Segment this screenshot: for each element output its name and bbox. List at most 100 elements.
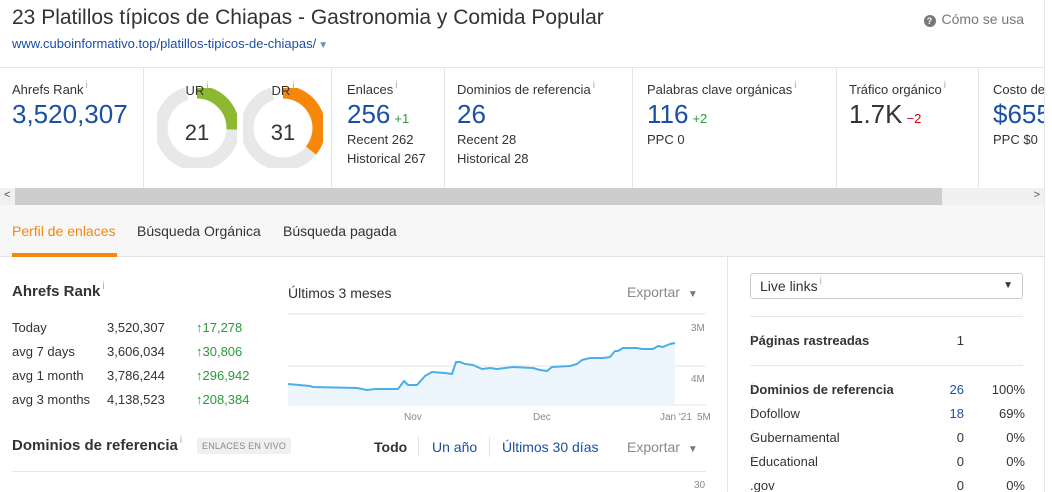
metric-value[interactable]: 116 bbox=[647, 99, 689, 129]
chevron-down-icon: ▼ bbox=[687, 444, 698, 455]
metric-label: Ahrefs Rank bbox=[12, 82, 84, 97]
metric-value: $655 bbox=[993, 99, 1044, 129]
metric-value[interactable]: 256 bbox=[347, 99, 391, 129]
export-label[interactable]: Exportar bbox=[627, 439, 680, 455]
how-to-use-label[interactable]: Cómo se usa bbox=[941, 11, 1024, 27]
tab-busqueda-organica[interactable]: Búsqueda Orgánica bbox=[137, 223, 261, 239]
filter-divider bbox=[418, 437, 419, 457]
export-label[interactable]: Exportar bbox=[627, 284, 680, 300]
info-icon[interactable]: i bbox=[179, 435, 183, 446]
metric-delta: +2 bbox=[692, 111, 708, 126]
x-axis-label: Jan '21 bbox=[660, 412, 692, 423]
stat-row-educational: Educational i 0 0% bbox=[750, 454, 1025, 474]
scrollbar-thumb[interactable] bbox=[15, 188, 942, 205]
info-icon[interactable]: i bbox=[752, 382, 755, 393]
stat-label: Páginas rastreadas bbox=[750, 333, 870, 348]
filter-ultimos-30-dias[interactable]: Últimos 30 días bbox=[502, 439, 599, 455]
info-icon[interactable]: i bbox=[592, 80, 595, 91]
info-icon[interactable]: i bbox=[752, 454, 755, 465]
rank-change: ↑30,806 bbox=[196, 344, 243, 359]
stat-label: Dominios de referencia bbox=[750, 382, 894, 397]
dr-gauge-ring bbox=[243, 88, 323, 168]
stat-count: 0 bbox=[956, 454, 964, 469]
info-icon[interactable]: i bbox=[752, 430, 755, 441]
dr-label: DR bbox=[271, 83, 291, 98]
filter-divider bbox=[489, 437, 490, 457]
stat-row-dofollow: Dofollow i 18 69% bbox=[750, 406, 1025, 426]
tab-busqueda-pagada[interactable]: Búsqueda pagada bbox=[283, 223, 397, 239]
stat-row-dominios: Dominios de referencia i 26 100% bbox=[750, 382, 1025, 402]
section-tabs: Perfil de enlaces Búsqueda Orgánica Búsq… bbox=[0, 205, 1044, 257]
stat-percent: 0% bbox=[1006, 430, 1025, 445]
ahrefs-rank-chart bbox=[287, 313, 706, 406]
metrics-horizontal-scrollbar[interactable]: < > bbox=[0, 188, 1044, 205]
stat-percent: 69% bbox=[998, 406, 1025, 421]
stat-count: 0 bbox=[956, 430, 964, 445]
stat-count[interactable]: 26 bbox=[949, 382, 964, 397]
section-divider bbox=[12, 471, 706, 472]
stat-count: 1 bbox=[956, 333, 964, 348]
info-icon[interactable]: i bbox=[85, 80, 88, 91]
rank-change: ↑296,942 bbox=[196, 368, 250, 383]
metric-label: Tráfico orgánico bbox=[849, 82, 942, 97]
rank-period: avg 3 months bbox=[12, 392, 91, 407]
metric-ppc: PPC $0 bbox=[993, 132, 1038, 147]
rank-period: avg 7 days bbox=[12, 344, 75, 359]
filter-un-ano[interactable]: Un año bbox=[432, 439, 478, 455]
page-right-border bbox=[1044, 0, 1045, 492]
live-links-select[interactable]: Live links i ▼ bbox=[750, 273, 1023, 299]
rank-period: avg 1 month bbox=[12, 368, 84, 383]
stat-percent: 0% bbox=[1006, 478, 1025, 492]
stat-count: 0 bbox=[956, 478, 964, 492]
ur-label: UR bbox=[185, 83, 205, 98]
stat-label: Gubernamental bbox=[750, 430, 840, 445]
url-text[interactable]: www.cuboinformativo.top/platillos-tipico… bbox=[12, 36, 317, 51]
metric-label: Palabras clave orgánicas bbox=[647, 82, 793, 97]
tab-perfil-de-enlaces[interactable]: Perfil de enlaces bbox=[12, 223, 116, 239]
panel-divider bbox=[750, 365, 1023, 366]
rank-value: 3,786,244 bbox=[107, 368, 165, 383]
info-icon[interactable]: i bbox=[752, 333, 755, 344]
info-icon[interactable]: i bbox=[794, 80, 797, 91]
rank-row: avg 3 months 4,138,523 ↑208,384 bbox=[12, 392, 282, 412]
how-to-use-link[interactable]: ? Cómo se usa bbox=[923, 11, 1024, 27]
url-dropdown-caret-icon[interactable]: ▼ bbox=[318, 40, 329, 51]
scroll-right-arrow-icon[interactable]: > bbox=[1033, 189, 1040, 201]
info-icon[interactable]: i bbox=[102, 281, 105, 292]
info-icon[interactable]: i bbox=[943, 80, 946, 91]
panel-divider bbox=[750, 316, 1023, 317]
metric-value: 1.7K bbox=[849, 99, 903, 129]
help-icon: ? bbox=[923, 15, 936, 27]
ur-gauge-ring bbox=[157, 88, 237, 168]
metric-ur-dr: UR i 21 DR i 31 bbox=[144, 68, 332, 188]
page-url[interactable]: www.cuboinformativo.top/platillos-tipico… bbox=[12, 36, 328, 51]
metric-label: Dominios de referencia bbox=[457, 82, 591, 97]
rank-row: avg 1 month 3,786,244 ↑296,942 bbox=[12, 368, 282, 388]
metric-ppc: PPC 0 bbox=[647, 132, 685, 147]
active-tab-indicator bbox=[12, 253, 117, 257]
chevron-down-icon[interactable]: ▼ bbox=[1003, 280, 1013, 291]
info-icon[interactable]: i bbox=[206, 81, 209, 92]
dominios-export-button[interactable]: Exportar ▼ bbox=[627, 439, 698, 455]
y-axis-label: 30 bbox=[694, 480, 706, 491]
stat-row-gov: .gov 0 0% bbox=[750, 478, 1025, 492]
chart-export-button[interactable]: Exportar ▼ bbox=[627, 284, 698, 300]
live-links-badge: ENLACES EN VIVO bbox=[197, 438, 292, 454]
info-icon[interactable]: i bbox=[752, 406, 755, 417]
rank-value: 3,606,034 bbox=[107, 344, 165, 359]
info-icon[interactable]: i bbox=[395, 80, 398, 91]
stat-percent: 100% bbox=[991, 382, 1025, 397]
stat-count[interactable]: 18 bbox=[949, 406, 964, 421]
info-icon[interactable]: i bbox=[292, 81, 295, 92]
metric-palabras-clave: Palabras clave orgánicas i 116 +2 PPC 0 bbox=[633, 68, 837, 188]
chart-title: Últimos 3 meses bbox=[288, 285, 392, 301]
metric-value[interactable]: 26 bbox=[457, 99, 486, 129]
scroll-left-arrow-icon[interactable]: < bbox=[4, 189, 11, 201]
select-value[interactable]: Live links bbox=[760, 278, 818, 294]
metric-ahrefs-rank: Ahrefs Rank i 3,520,307 bbox=[0, 68, 144, 188]
info-icon[interactable]: i bbox=[819, 276, 822, 287]
filter-todo[interactable]: Todo bbox=[374, 439, 408, 455]
metric-costo: Costo de $655 PPC $0 bbox=[979, 68, 1044, 188]
rank-row: avg 7 days 3,606,034 ↑30,806 bbox=[12, 344, 282, 364]
metric-recent: Recent 28 bbox=[457, 132, 517, 147]
